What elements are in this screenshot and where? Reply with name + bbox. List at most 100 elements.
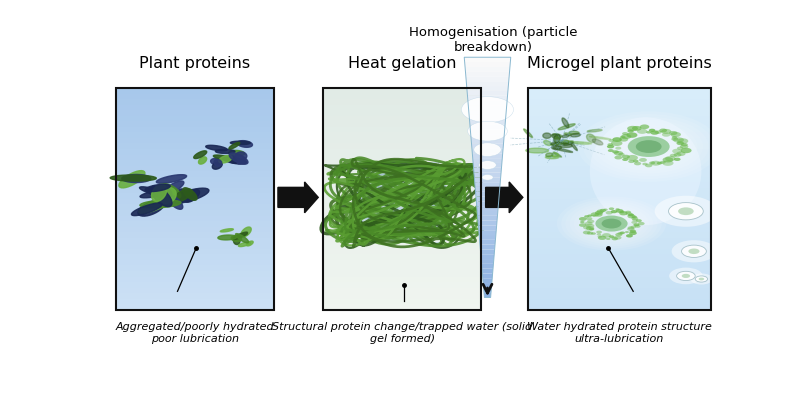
Bar: [528, 110, 710, 116]
Bar: [323, 188, 482, 193]
Polygon shape: [471, 144, 503, 148]
Circle shape: [629, 231, 637, 235]
Polygon shape: [476, 196, 499, 201]
Bar: [115, 293, 274, 299]
Polygon shape: [478, 230, 496, 235]
Bar: [115, 288, 274, 293]
Circle shape: [695, 276, 708, 282]
Polygon shape: [470, 129, 505, 134]
Circle shape: [626, 234, 633, 238]
Circle shape: [602, 233, 611, 238]
Polygon shape: [149, 188, 169, 197]
Polygon shape: [214, 160, 222, 166]
Bar: [323, 110, 482, 116]
Circle shape: [607, 145, 614, 148]
Circle shape: [557, 196, 666, 251]
Polygon shape: [478, 216, 498, 221]
Polygon shape: [561, 140, 569, 144]
Bar: [115, 199, 274, 204]
Bar: [528, 288, 710, 293]
Circle shape: [578, 207, 645, 240]
Bar: [115, 171, 274, 177]
Bar: [115, 193, 274, 199]
Polygon shape: [474, 182, 500, 187]
Polygon shape: [170, 188, 209, 203]
Polygon shape: [562, 118, 569, 128]
Polygon shape: [478, 221, 497, 226]
Bar: [528, 105, 710, 110]
Bar: [323, 144, 482, 149]
Bar: [115, 238, 274, 243]
Bar: [323, 149, 482, 154]
Circle shape: [628, 160, 634, 163]
Polygon shape: [220, 229, 234, 232]
Circle shape: [630, 230, 636, 233]
Circle shape: [626, 212, 632, 216]
Circle shape: [625, 231, 629, 233]
Circle shape: [654, 130, 662, 134]
Circle shape: [602, 219, 622, 228]
Circle shape: [596, 231, 602, 234]
Circle shape: [482, 174, 493, 180]
Bar: [115, 249, 274, 254]
Bar: [323, 293, 482, 299]
Polygon shape: [474, 172, 501, 177]
Circle shape: [618, 153, 625, 156]
Bar: [528, 243, 710, 249]
Bar: [115, 154, 274, 160]
Circle shape: [628, 136, 670, 157]
Circle shape: [636, 219, 642, 222]
Polygon shape: [246, 241, 253, 246]
Polygon shape: [570, 133, 580, 137]
Circle shape: [657, 162, 662, 164]
Bar: [528, 132, 710, 138]
Circle shape: [672, 240, 716, 262]
Circle shape: [582, 209, 641, 238]
Polygon shape: [235, 152, 247, 160]
Circle shape: [677, 138, 688, 144]
Bar: [528, 216, 710, 221]
Polygon shape: [464, 57, 510, 62]
Circle shape: [595, 211, 603, 215]
Circle shape: [677, 147, 683, 150]
Bar: [115, 276, 274, 282]
Bar: [115, 144, 274, 149]
Polygon shape: [139, 187, 169, 197]
Circle shape: [578, 111, 720, 182]
Circle shape: [479, 161, 496, 169]
Bar: [528, 293, 710, 299]
Polygon shape: [238, 158, 246, 164]
Bar: [323, 182, 482, 188]
Circle shape: [639, 158, 647, 162]
Bar: [115, 304, 274, 310]
Bar: [528, 94, 710, 99]
Bar: [115, 221, 274, 227]
Bar: [323, 88, 482, 94]
Polygon shape: [482, 278, 492, 283]
Polygon shape: [546, 153, 553, 157]
Polygon shape: [231, 236, 242, 242]
Polygon shape: [551, 134, 560, 139]
Circle shape: [640, 124, 650, 129]
Circle shape: [617, 130, 681, 162]
Bar: [115, 121, 274, 127]
Polygon shape: [151, 184, 166, 202]
Circle shape: [587, 220, 594, 223]
Polygon shape: [470, 124, 505, 129]
Circle shape: [630, 226, 636, 228]
Circle shape: [589, 228, 594, 230]
Polygon shape: [162, 184, 181, 198]
Circle shape: [646, 131, 651, 134]
Circle shape: [621, 134, 631, 139]
Circle shape: [618, 232, 623, 235]
Bar: [323, 160, 482, 166]
Circle shape: [638, 222, 645, 225]
Bar: [115, 282, 274, 288]
Circle shape: [678, 207, 694, 215]
Bar: [528, 154, 710, 160]
Bar: [528, 177, 710, 182]
Bar: [323, 138, 482, 144]
Bar: [115, 177, 274, 182]
Circle shape: [654, 196, 717, 227]
Circle shape: [632, 218, 638, 221]
